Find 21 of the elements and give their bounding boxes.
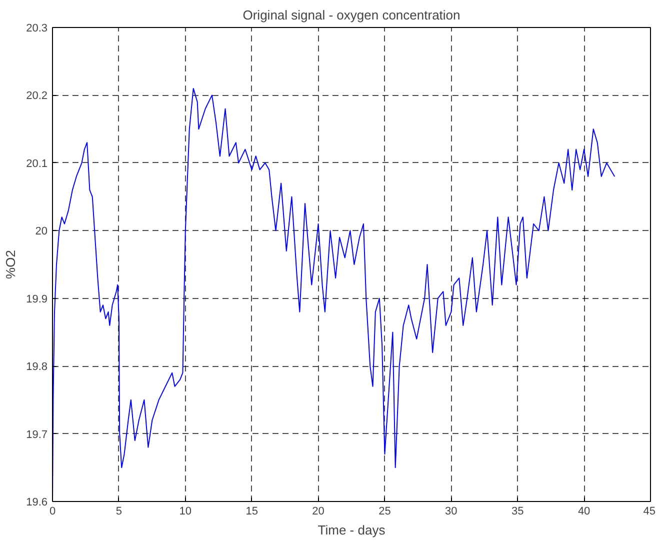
y-tick-label: 20.2 xyxy=(26,90,48,102)
y-tick-label: 19.6 xyxy=(26,496,48,508)
y-tick-label: 20.3 xyxy=(26,22,48,34)
y-tick-label: 19.9 xyxy=(26,293,48,306)
x-tick-label: 0 xyxy=(49,506,56,518)
x-tick-label: 20 xyxy=(312,506,324,518)
x-tick-label: 30 xyxy=(445,506,458,518)
y-tick-label: 19.7 xyxy=(26,428,48,441)
x-tick-label: 10 xyxy=(179,506,192,518)
y-axis-title: %O2 xyxy=(3,250,18,279)
x-tick-label: 45 xyxy=(643,506,656,518)
y-tick-label: 20 xyxy=(35,226,48,238)
y-tick-label: 19.8 xyxy=(26,361,48,374)
x-tick-label: 25 xyxy=(378,506,391,518)
chart-title: Original signal - oxygen concentration xyxy=(242,8,460,22)
x-tick-label: 5 xyxy=(116,506,122,518)
x-axis-title: Time - days xyxy=(318,522,386,538)
x-tick-label: 35 xyxy=(511,506,524,518)
x-tick-label: 15 xyxy=(246,506,258,518)
x-tick-label: 40 xyxy=(578,506,590,518)
y-tick-label: 20.1 xyxy=(26,158,48,170)
